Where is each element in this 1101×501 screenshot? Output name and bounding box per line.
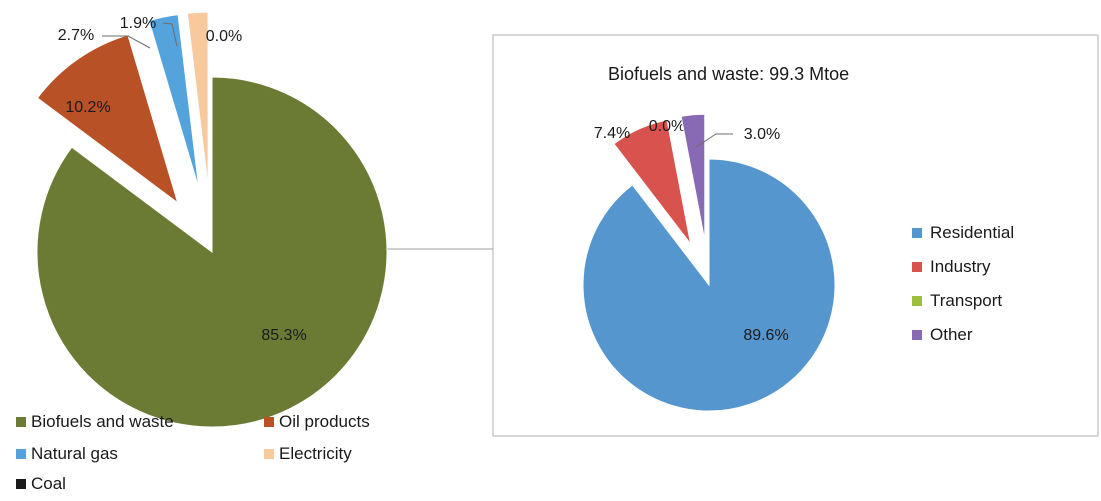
legend-label-industry: Industry xyxy=(930,257,991,276)
data-label-industry: 7.4% xyxy=(594,125,630,142)
legend-swatch-electricity xyxy=(264,449,274,459)
data-label-biofuels-and-waste: 85.3% xyxy=(261,327,306,344)
legend-swatch-industry xyxy=(912,262,922,272)
data-label-coal: 0.0% xyxy=(206,28,242,45)
data-label-residential: 89.6% xyxy=(743,327,788,344)
main-pie: 85.3% 10.2% 2.7% 1.9% 0.0% xyxy=(37,7,387,427)
legend-label-transport: Transport xyxy=(930,291,1002,310)
data-label-other: 3.0% xyxy=(744,126,780,143)
legend-label-natural-gas: Natural gas xyxy=(31,444,118,463)
pie-slice-residential xyxy=(583,159,835,411)
legend-label-residential: Residential xyxy=(930,223,1014,242)
legend-label-other: Other xyxy=(930,325,973,344)
legend-label-biofuels-and-waste: Biofuels and waste xyxy=(31,412,174,431)
legend-swatch-other xyxy=(912,330,922,340)
legend-label-electricity: Electricity xyxy=(279,444,352,463)
legend-swatch-residential xyxy=(912,228,922,238)
legend-swatch-coal xyxy=(16,479,26,489)
legend-swatch-biofuels-and-waste xyxy=(16,417,26,427)
data-label-electricity: 1.9% xyxy=(120,15,156,32)
data-label-transport: 0.0% xyxy=(649,118,685,135)
legend-swatch-natural-gas xyxy=(16,449,26,459)
detail-title: Biofuels and waste: 99.3 Mtoe xyxy=(608,64,849,84)
legend-swatch-transport xyxy=(912,296,922,306)
legend-swatch-oil-products xyxy=(264,417,274,427)
legend-label-oil-products: Oil products xyxy=(279,412,370,431)
legend-label-coal: Coal xyxy=(31,474,66,493)
data-label-natural-gas: 2.7% xyxy=(58,27,94,44)
data-label-oil-products: 10.2% xyxy=(65,99,110,116)
